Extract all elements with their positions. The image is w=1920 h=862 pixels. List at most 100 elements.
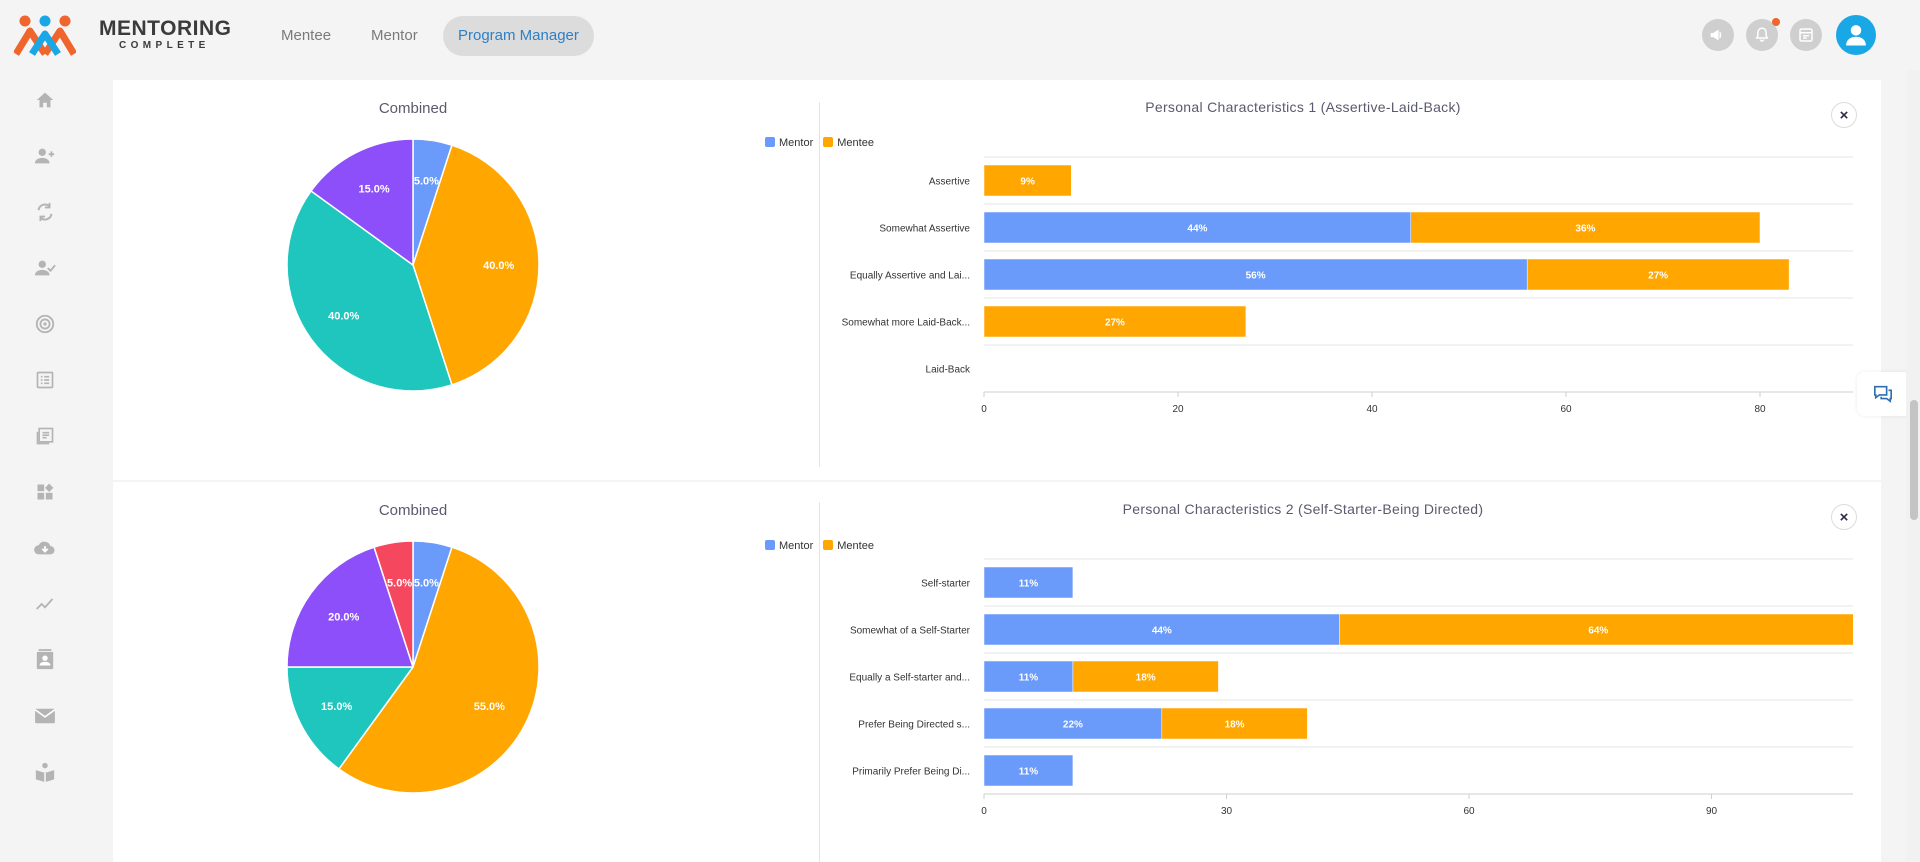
user-check-icon — [34, 260, 56, 276]
bar-chart-title: Personal Characteristics 2 (Self-Starter… — [1122, 501, 1484, 517]
category-label: Somewhat more Laid-Back... — [842, 318, 970, 329]
bar-value-label: 18% — [1136, 673, 1156, 684]
announcements-button[interactable] — [1702, 19, 1734, 51]
bar-value-label: 44% — [1152, 626, 1172, 637]
top-bar: MENTORING COMPLETE Mentee Mentor Program… — [0, 0, 1920, 70]
sidebar-item-documents[interactable] — [32, 423, 58, 449]
category-label: Primarily Prefer Being Di... — [852, 767, 970, 778]
chart-panel-1: Combined 5.0% 40.0% 40.0% 15.0% Personal Ch… — [113, 80, 1881, 480]
x-tick-label: 20 — [1172, 404, 1184, 415]
bar[interactable] — [983, 305, 1247, 338]
category-label: Somewhat of a Self-Starter — [850, 626, 971, 637]
document-icon — [36, 427, 54, 445]
sidebar-item-home[interactable] — [32, 87, 58, 113]
pie-slice-label: 15.0% — [321, 701, 352, 713]
bar-value-label: 27% — [1105, 318, 1125, 329]
book-reader-icon — [35, 762, 55, 783]
bar-value-label: 11% — [1019, 673, 1039, 684]
panel-divider — [819, 502, 820, 862]
sidebar-item-matching[interactable] — [32, 199, 58, 225]
x-tick-label: 60 — [1560, 404, 1572, 415]
pie-slice[interactable] — [286, 666, 415, 770]
category-label: Assertive — [929, 177, 971, 188]
sync-search-icon — [37, 202, 53, 222]
chat-button[interactable] — [1857, 372, 1909, 416]
list-icon — [36, 371, 54, 389]
bar-chart-1: Assertive Somewhat Assertive Equally Asser… — [842, 156, 1853, 415]
sidebar-item-approvals[interactable] — [32, 255, 58, 281]
pie-title: Combined — [378, 100, 448, 117]
pie-slice[interactable] — [310, 138, 414, 267]
bar[interactable] — [983, 707, 1163, 740]
legend-item-mentee[interactable]: Mentee — [823, 137, 874, 149]
bar[interactable] — [1072, 660, 1219, 693]
bar[interactable] — [983, 660, 1074, 693]
category-label: Equally a Self-starter and... — [849, 673, 970, 684]
contact-card-icon — [36, 649, 54, 670]
pie-slice-label: 40.0% — [328, 310, 359, 322]
tab-program-manager[interactable]: Program Manager — [443, 16, 594, 56]
sidebar-item-goals[interactable] — [32, 311, 58, 337]
sidebar-item-reports[interactable] — [32, 591, 58, 617]
app-logo[interactable] — [14, 14, 76, 56]
dashboard-widgets-icon — [37, 483, 54, 500]
sidebar-item-widgets[interactable] — [32, 479, 58, 505]
pie-slice[interactable] — [412, 144, 540, 386]
bar[interactable] — [1339, 613, 1853, 646]
bell-icon — [1755, 27, 1769, 42]
bar-legend: Mentor Mentee — [765, 137, 874, 149]
pie-slice[interactable] — [286, 546, 415, 668]
bar-chart-title: Personal Characteristics 1 (Assertive-La… — [1145, 99, 1461, 115]
legend-item-mentor[interactable]: Mentor — [765, 540, 813, 552]
bar-value-label: 11% — [1019, 579, 1039, 590]
chart-panel-2: Combined 5.0% 55.0% 15.0% 20.0% 5.0% Persona… — [113, 482, 1881, 862]
bar[interactable] — [1526, 258, 1790, 291]
notification-dot — [1772, 18, 1780, 26]
sidebar-item-contacts[interactable] — [32, 647, 58, 673]
bar-value-label: 56% — [1246, 271, 1266, 282]
tab-mentee[interactable]: Mentee — [281, 27, 332, 44]
bar[interactable] — [983, 566, 1074, 599]
pie-slice[interactable] — [286, 189, 453, 392]
bar[interactable] — [983, 164, 1072, 197]
sidebar-item-add-user[interactable] — [32, 143, 58, 169]
pie-title: Combined — [378, 502, 448, 519]
bar[interactable] — [983, 754, 1074, 787]
sidebar-item-lists[interactable] — [32, 367, 58, 393]
close-chart-button[interactable]: × — [1831, 504, 1857, 530]
x-tick-label: 40 — [1366, 404, 1378, 415]
category-label: Somewhat Assertive — [879, 224, 970, 235]
legend-label-mentor: Mentor — [779, 137, 814, 149]
user-avatar[interactable] — [1836, 15, 1876, 55]
bar-legend: Mentor Mentee — [765, 540, 874, 552]
close-chart-button[interactable]: × — [1831, 102, 1857, 128]
bar-value-label: 18% — [1225, 720, 1245, 731]
bar-value-label: 27% — [1648, 271, 1668, 282]
bar[interactable] — [1410, 211, 1761, 244]
pie-slice-label: 5.0% — [414, 175, 439, 187]
sidebar — [0, 70, 90, 861]
legend-item-mentor[interactable]: Mentor — [765, 137, 813, 149]
scrollbar-thumb[interactable] — [1910, 400, 1918, 520]
user-avatar-icon — [1846, 25, 1866, 46]
bar-value-label: 9% — [1020, 177, 1035, 188]
sidebar-item-downloads[interactable] — [32, 535, 58, 561]
tab-mentor[interactable]: Mentor — [371, 27, 418, 44]
pie-slice-label: 15.0% — [359, 184, 390, 196]
bar[interactable] — [983, 258, 1528, 291]
bar[interactable] — [1161, 707, 1308, 740]
sidebar-item-resources[interactable] — [32, 759, 58, 785]
bar[interactable] — [983, 613, 1340, 646]
bar-value-label: 64% — [1588, 626, 1608, 637]
bar-value-label: 44% — [1187, 224, 1207, 235]
sidebar-item-messages[interactable] — [32, 703, 58, 729]
pie-slice[interactable] — [373, 540, 414, 668]
chat-icon — [1874, 385, 1892, 403]
calendar-button[interactable] — [1790, 19, 1822, 51]
brand-line2: COMPLETE — [119, 40, 210, 51]
x-tick-label: 0 — [981, 404, 987, 415]
category-label: Laid-Back — [926, 365, 971, 376]
legend-label-mentee: Mentee — [837, 540, 874, 552]
legend-item-mentee[interactable]: Mentee — [823, 540, 874, 552]
pie-slice[interactable] — [337, 546, 540, 794]
